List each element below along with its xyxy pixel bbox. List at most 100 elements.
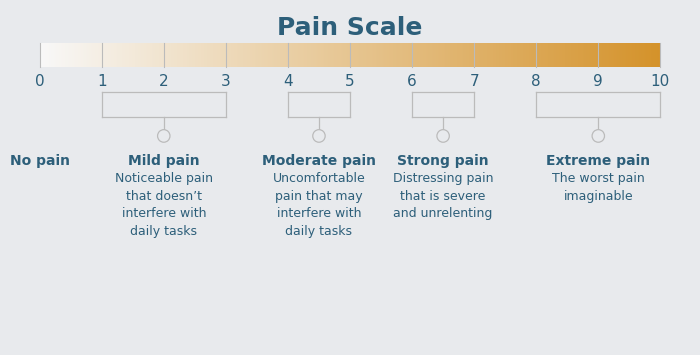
Bar [121,43,122,67]
Bar [389,43,390,67]
Bar [357,43,358,67]
Bar [501,43,503,67]
Bar [331,43,332,67]
Bar [199,43,200,67]
Bar [97,43,98,67]
Bar [417,43,419,67]
Bar [617,43,618,67]
Bar [155,43,156,67]
Bar [314,43,315,67]
Text: Mild pain: Mild pain [128,154,200,168]
Bar [565,43,566,67]
Bar [119,43,120,67]
Bar [519,43,521,67]
Bar [218,43,220,67]
Bar [435,43,436,67]
Text: 1: 1 [97,74,106,89]
Bar [528,43,529,67]
Bar [411,43,412,67]
Bar [561,43,562,67]
Bar [475,43,477,67]
Bar [471,43,472,67]
Bar [254,43,255,67]
Bar [99,43,101,67]
Bar [414,43,416,67]
Bar [591,43,592,67]
Bar [144,43,146,67]
Text: 3: 3 [221,74,231,89]
Bar [502,43,503,67]
Bar [496,43,497,67]
Bar [360,43,362,67]
Bar [620,43,622,67]
Bar [568,43,570,67]
Bar [69,43,71,67]
Bar [612,43,613,67]
Bar [43,43,44,67]
Bar [318,43,319,67]
Bar [317,43,318,67]
Bar [291,43,293,67]
Bar [276,43,277,67]
Bar [523,43,524,67]
Bar [622,43,624,67]
Bar [73,43,74,67]
Bar [393,43,395,67]
Bar [257,43,258,67]
Text: 8: 8 [531,74,541,89]
Bar [83,43,85,67]
Bar [577,43,578,67]
Bar [258,43,259,67]
Bar [71,43,72,67]
Bar [259,43,260,67]
Bar [482,43,484,67]
Bar [222,43,223,67]
Bar [46,43,47,67]
Bar [500,43,501,67]
Bar [311,43,312,67]
Bar [307,43,309,67]
Bar [54,43,55,67]
Bar [279,43,281,67]
Bar [162,43,163,67]
Bar [636,43,637,67]
Bar [93,43,95,67]
Bar [391,43,393,67]
Bar [241,43,243,67]
Bar [472,43,473,67]
Bar [330,43,332,67]
Bar [644,43,645,67]
Bar [305,43,307,67]
Text: Uncomfortable
pain that may
interfere with
daily tasks: Uncomfortable pain that may interfere wi… [272,173,365,238]
Bar [178,43,180,67]
Bar [348,43,349,67]
Text: The worst pain
imaginable: The worst pain imaginable [552,173,645,203]
Bar [233,43,235,67]
Bar [321,43,323,67]
Bar [486,43,487,67]
Bar [436,43,438,67]
Bar [444,43,445,67]
Bar [136,43,137,67]
Text: 6: 6 [407,74,417,89]
Bar [428,43,429,67]
Bar [133,43,134,67]
Bar [315,43,316,67]
Bar [373,43,374,67]
Bar [192,43,193,67]
Bar [231,43,232,67]
Bar [448,43,449,67]
Bar [329,43,330,67]
Bar [503,43,505,67]
Bar [358,43,360,67]
Bar [223,43,224,67]
Bar [563,43,564,67]
Bar [365,43,366,67]
Bar [232,43,233,67]
Bar [111,43,113,67]
Bar [480,43,481,67]
Bar [534,43,536,67]
Bar [526,43,527,67]
Bar [166,43,167,67]
Bar [545,43,546,67]
